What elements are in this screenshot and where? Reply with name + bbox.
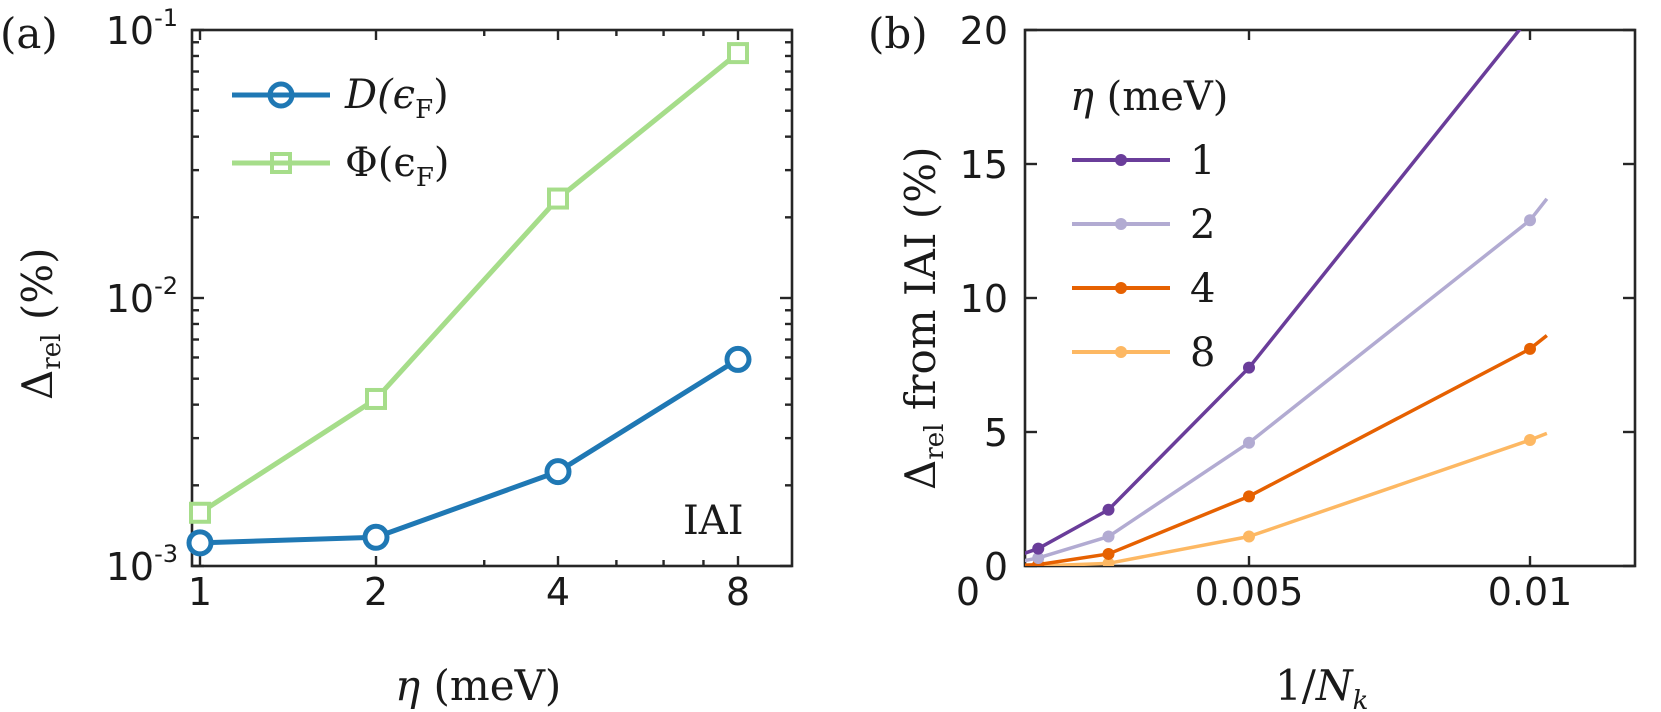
data-point-eta-4 [1524,342,1536,355]
panel-a-x-tick-labels: 1 2 4 8 [188,570,750,614]
legend-marker-square [270,152,292,174]
x-tick-label: 1 [188,570,212,614]
y-tick-label: 10 [960,277,1008,321]
data-point-eta-8 [1243,530,1255,543]
y-tick-label: 10-1 [106,4,178,53]
panel-a-series [186,42,752,557]
panel-b: (b) 0 5 10 15 20 0 0.005 0.01 η (meV) 1 2 4 8 1/N… [868,9,1637,712]
data-point-eta-1 [1243,361,1255,374]
data-point-eta-2 [1032,551,1045,564]
data-point-eta-1 [1524,11,1536,23]
y-tick-label: 20 [960,9,1008,53]
data-point-d [544,458,572,486]
x-tick-label: 2 [364,570,388,614]
data-point-eta-1 [1102,503,1115,516]
data-point-eta-2 [1243,436,1255,449]
x-tick-label: 0.005 [1195,570,1304,614]
data-point-eta-2 [1102,530,1115,543]
panel-b-series [1025,11,1549,566]
panel-b-legend: η (meV) 1 2 4 8 [1070,74,1228,376]
legend-marker-circle [267,81,295,109]
legend-marker-eta-2 [1115,218,1127,230]
panel-a-x-label: η (meV) [395,661,561,710]
y-tick-label: 5 [984,411,1008,455]
panel-a-label: (a) [0,9,58,58]
panel-b-y-tick-labels: 0 5 10 15 20 [960,9,1008,589]
y-tick-label: 0 [984,545,1008,589]
data-point-d [362,523,390,551]
x-tick-label: 0.01 [1488,570,1573,614]
y-tick-label: 10-3 [106,540,178,589]
legend-label-eta-4: 4 [1190,266,1215,312]
series-line-eta-4 [1025,334,1548,566]
data-point-eta-8 [1524,434,1536,447]
y-tick-label: 15 [960,143,1008,187]
panel-b-x-label: 1/Nk [1275,661,1368,712]
legend-marker-eta-8 [1115,346,1127,358]
series-line-d [199,357,740,546]
panel-a-ticks [192,28,792,568]
data-point-eta-1 [1032,542,1045,555]
legend-title: η (meV) [1070,74,1228,120]
data-point-eta-8 [1102,557,1115,566]
data-point-d [724,345,752,373]
data-point-eta-2 [1524,214,1536,227]
panel-b-y-label: Δrel from IAI (%) [896,147,950,490]
series-line-phi [198,51,740,515]
legend-label-d: D(ϵF) [344,72,449,125]
panel-a-y-label: Δrel (%) [13,247,67,400]
legend-label-eta-8: 8 [1190,330,1215,376]
legend-marker-eta-1 [1115,154,1127,166]
x-tick-label: 4 [546,570,570,614]
panel-a-y-tick-labels: 10-3 10-2 10-1 [106,4,178,589]
y-tick-label: 10-2 [106,272,178,321]
panel-b-label: (b) [868,9,928,58]
legend-label-eta-1: 1 [1190,138,1215,184]
data-point-phi [365,387,387,410]
series-line-eta-8 [1025,431,1548,566]
data-point-phi [547,187,569,210]
legend-label-eta-2: 2 [1190,202,1215,248]
legend-marker-eta-4 [1115,282,1127,294]
panel-b-x-tick-labels: 0 0.005 0.01 [956,570,1572,614]
data-point-eta-4 [1102,547,1115,560]
legend-label-phi: Φ(ϵF) [345,140,449,193]
data-point-phi [189,501,211,524]
panel-a-legend: D(ϵF) Φ(ϵF) [232,72,449,193]
panel-a: (a) 10-3 10-2 10-1 1 2 4 8 D(ϵF) Φ(ϵF) IAI η … [0,4,794,710]
panel-a-axes-box [190,28,794,568]
x-tick-label: 8 [726,570,750,614]
x-tick-label: 0 [956,570,980,614]
data-point-eta-4 [1243,490,1255,503]
annotation-iai: IAI [683,498,744,544]
series-line-eta-1 [1025,30,1522,555]
data-point-phi [727,42,749,65]
data-point-d [186,529,214,557]
